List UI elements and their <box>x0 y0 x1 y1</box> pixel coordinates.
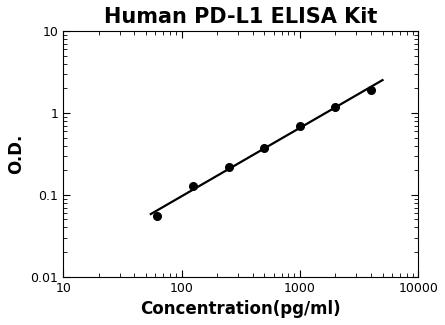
Y-axis label: O.D.: O.D. <box>7 134 25 174</box>
Title: Human PD-L1 ELISA Kit: Human PD-L1 ELISA Kit <box>104 7 377 27</box>
X-axis label: Concentration(pg/ml): Concentration(pg/ml) <box>140 300 341 318</box>
